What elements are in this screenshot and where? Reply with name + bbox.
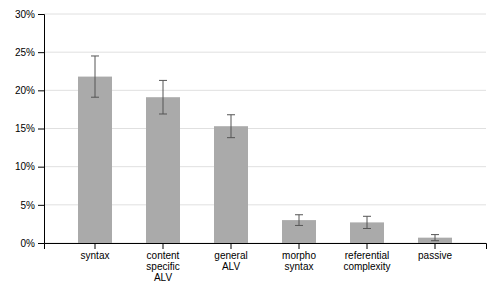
bar: [78, 77, 112, 243]
y-tick-label: 30%: [15, 9, 35, 20]
y-tick-mark: [38, 14, 44, 15]
x-tick-label-line: passive: [418, 250, 452, 261]
error-bar: [363, 216, 371, 228]
x-tick: generalALV: [214, 243, 247, 272]
x-tick: morphosyntax: [282, 243, 316, 272]
x-tick: syntax: [81, 243, 110, 261]
y-tick-label: 10%: [15, 161, 35, 172]
x-tick-mark: [299, 243, 300, 249]
y-tick: 15%: [15, 123, 44, 134]
y-tick-label: 20%: [15, 85, 35, 96]
y-tick: 0%: [21, 238, 44, 249]
error-bar: [227, 115, 235, 138]
x-tick-label-line: ALV: [154, 272, 172, 283]
x-tick: contentspecificALV: [146, 243, 179, 283]
y-tick-mark: [38, 167, 44, 168]
x-axis: syntaxcontentspecificALVgeneralALVmorpho…: [45, 243, 487, 283]
y-tick-label: 0%: [21, 238, 36, 249]
x-tick-label-line: morpho: [282, 250, 316, 261]
error-bar: [431, 235, 439, 241]
bar: [214, 126, 248, 243]
x-tick-label-line: general: [214, 250, 247, 261]
x-tick-label-line: ALV: [222, 261, 240, 272]
x-tick-label: generalALV: [214, 250, 247, 272]
grid: [44, 14, 486, 243]
x-tick-label: passive: [418, 250, 452, 261]
y-tick-mark: [38, 129, 44, 130]
x-axis-line: [45, 244, 487, 250]
y-axis: 0% 5% 10% 15% 20% 25% 30%: [15, 9, 45, 249]
error-bar: [159, 80, 167, 114]
y-tick-label: 15%: [15, 123, 35, 134]
x-tick-mark: [231, 243, 232, 249]
bar: [146, 97, 180, 243]
x-tick-label-line: syntax: [285, 261, 314, 272]
y-tick: 5%: [21, 200, 44, 211]
y-tick: 30%: [15, 9, 44, 20]
grid-line: [44, 14, 486, 15]
x-tick: passive: [418, 243, 452, 261]
x-tick-mark: [435, 243, 436, 249]
x-tick-label: contentspecificALV: [146, 250, 179, 283]
x-tick-label-line: specific: [146, 261, 179, 272]
x-tick-label-line: referential: [345, 250, 389, 261]
chart: 0% 5% 10% 15% 20% 25% 30% syntax contentspecific…: [0, 0, 500, 301]
x-tick-label-line: complexity: [343, 261, 390, 272]
x-tick-mark: [163, 243, 164, 249]
plot: 0% 5% 10% 15% 20% 25% 30% syntax contentspecific…: [15, 9, 487, 283]
error-bar: [295, 215, 303, 226]
x-tick-label-line: content: [147, 250, 180, 261]
x-tick-label: morphosyntax: [282, 250, 316, 272]
x-tick: referentialcomplexity: [343, 243, 390, 272]
x-tick-label: syntax: [81, 250, 110, 261]
y-tick-label: 25%: [15, 47, 35, 58]
y-tick: 10%: [15, 161, 44, 172]
y-axis-line: [38, 15, 45, 244]
y-tick: 25%: [15, 47, 44, 58]
marks: [78, 56, 452, 243]
y-tick-label: 5%: [21, 200, 36, 211]
grid-line: [44, 52, 486, 53]
y-tick-mark: [38, 90, 44, 91]
x-tick-label-line: syntax: [81, 250, 110, 261]
y-tick-mark: [38, 52, 44, 53]
x-tick-mark: [367, 243, 368, 249]
y-tick-mark: [38, 205, 44, 206]
x-tick-mark: [95, 243, 96, 249]
error-bar: [91, 56, 99, 97]
x-tick-label: referentialcomplexity: [343, 250, 390, 272]
y-tick-mark: [38, 243, 44, 244]
y-tick: 20%: [15, 85, 44, 96]
